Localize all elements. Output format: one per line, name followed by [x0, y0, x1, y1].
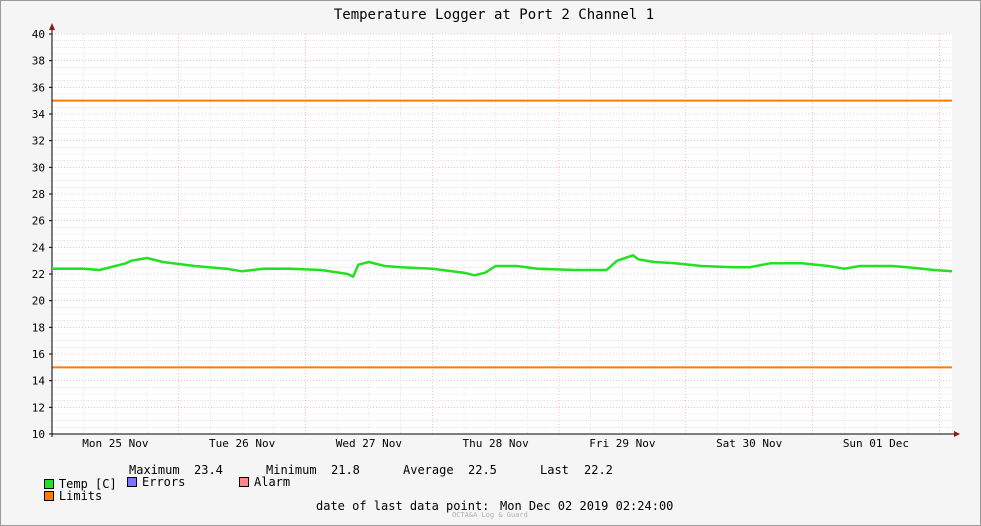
- y-tick-label: 38: [32, 55, 45, 68]
- x-tick-label: Thu 28 Nov: [463, 437, 530, 450]
- y-axis-arrow: [49, 23, 55, 30]
- y-tick-label: 18: [32, 321, 45, 334]
- maximum-value: 23.4: [194, 463, 223, 477]
- y-axis-ticks: 10 12 14 16 18 20 22 24 26 28 30 32 34 36 38 40: [32, 28, 52, 441]
- alarm-legend: Alarm: [239, 475, 290, 489]
- limits-swatch: [43, 491, 54, 501]
- last-value: 22.2: [584, 463, 613, 477]
- y-tick-label: 24: [32, 241, 46, 254]
- x-axis-arrow: [954, 431, 960, 437]
- last-data-point-value: Mon Dec 02 2019 02:24:00: [500, 499, 674, 513]
- x-tick-label: Fri 29 Nov: [589, 437, 656, 450]
- chart-title: Temperature Logger at Port 2 Channel 1: [334, 7, 654, 23]
- minimum-value: 21.8: [331, 463, 360, 477]
- average-value: 22.5: [468, 463, 497, 477]
- errors-swatch: [127, 477, 137, 487]
- y-tick-label: 32: [32, 135, 45, 148]
- y-tick-label: 30: [32, 161, 45, 174]
- alarm-legend-label: Alarm: [254, 475, 291, 489]
- y-tick-label: 22: [32, 268, 45, 281]
- limits-legend-label: Limits: [58, 489, 103, 503]
- legend-row-2: Limits: [15, 475, 102, 517]
- y-tick-label: 20: [32, 295, 45, 308]
- y-tick-label: 36: [32, 81, 45, 94]
- temp-legend-label: Temp [C]: [58, 477, 117, 491]
- last-label: Last: [540, 463, 569, 477]
- alarm-swatch: [239, 477, 249, 487]
- errors-legend-label: Errors: [142, 475, 186, 489]
- errors-legend: Errors: [127, 475, 185, 489]
- x-tick-label: Mon 25 Nov: [82, 437, 149, 450]
- last-data-point-label: date of last data point:: [316, 499, 490, 513]
- y-tick-label: 16: [32, 348, 45, 361]
- x-axis-ticks: Mon 25 Nov Tue 26 Nov Wed 27 Nov Thu 28 Nov…: [82, 437, 909, 450]
- temp-series-line: [52, 254, 953, 278]
- x-tick-label: Sat 30 Nov: [716, 437, 783, 450]
- x-tick-label: Sun 01 Dec: [843, 437, 909, 450]
- y-tick-label: 34: [32, 108, 46, 121]
- y-tick-label: 12: [32, 401, 45, 414]
- data-series: [52, 254, 953, 278]
- temp-swatch: [43, 479, 54, 489]
- y-tick-label: 14: [32, 375, 46, 388]
- x-tick-label: Tue 26 Nov: [209, 437, 276, 450]
- maximum-label: Maximum: [129, 463, 180, 477]
- legend-row-1: Temp [C]: [15, 463, 117, 505]
- chart-axes: [49, 23, 960, 437]
- x-tick-label: Wed 27 Nov: [336, 437, 403, 450]
- watermark: OCTA&A Log & Guard: [452, 511, 528, 519]
- minimum-label: Minimum: [266, 463, 317, 477]
- chart-grid: [51, 33, 952, 435]
- y-tick-label: 40: [32, 28, 45, 41]
- limit-lines: [52, 99, 952, 369]
- average-label: Average: [403, 463, 454, 477]
- y-tick-label: 10: [32, 428, 45, 441]
- y-tick-label: 26: [32, 215, 45, 228]
- y-tick-label: 28: [32, 188, 45, 201]
